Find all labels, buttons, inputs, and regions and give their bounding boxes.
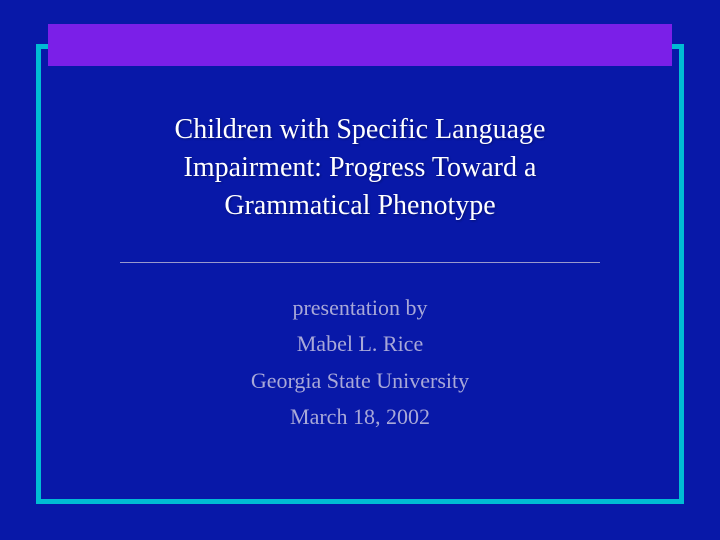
presentation-date: March 18, 2002 <box>251 400 469 434</box>
slide-subtitle: presentation by Mabel L. Rice Georgia St… <box>251 291 469 435</box>
slide-content: Children with Specific Language Impairme… <box>41 49 679 499</box>
presenter-intro: presentation by <box>251 291 469 325</box>
accent-top-bar <box>48 24 672 66</box>
presenter-name: Mabel L. Rice <box>251 327 469 361</box>
institution: Georgia State University <box>251 364 469 398</box>
title-divider <box>120 262 600 263</box>
slide-frame: Children with Specific Language Impairme… <box>36 44 684 504</box>
slide-title: Children with Specific Language Impairme… <box>110 111 610 224</box>
